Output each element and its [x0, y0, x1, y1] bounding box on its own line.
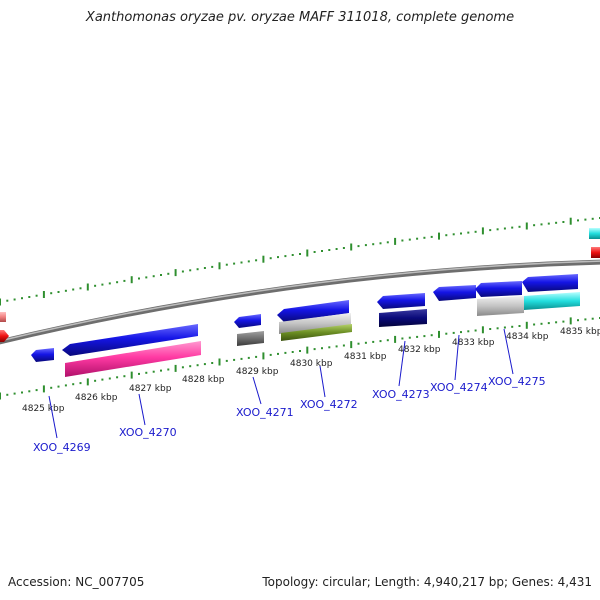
gene-label-xoo-4271[interactable]: XOO_4271	[236, 406, 294, 419]
gene-labels: XOO_4269 XOO_4270 XOO_4271 XOO_4272 XOO_…	[33, 375, 546, 454]
gene-xoo-4269[interactable]	[31, 348, 54, 362]
gene-xoo-4275-annotation-cyan[interactable]	[524, 292, 580, 310]
gene-xoo-4275[interactable]	[475, 281, 522, 297]
accession-text: Accession: NC_007705	[8, 575, 145, 589]
kbp-label: 4829 kbp	[236, 367, 279, 377]
gene-salmon-left-edge[interactable]	[0, 312, 6, 322]
kbp-label: 4832 kbp	[398, 345, 441, 355]
gene-xoo-4271-annotation[interactable]	[237, 331, 264, 346]
gene-label-leaders	[48, 328, 514, 439]
upper-tick-track	[0, 217, 600, 306]
kbp-label: 4834 kbp	[506, 332, 549, 342]
gene-label-xoo-4273[interactable]: XOO_4273	[372, 388, 430, 401]
gene-label-xoo-4272[interactable]: XOO_4272	[300, 398, 358, 411]
kbp-scale-labels: 4825 kbp 4826 kbp 4827 kbp 4828 kbp 4829…	[22, 327, 600, 414]
gene-xoo-4272[interactable]	[277, 300, 349, 322]
kbp-label: 4830 kbp	[290, 359, 333, 369]
gene-xoo-4274[interactable]	[433, 285, 476, 301]
gene-xoo-4272-annotation-olive[interactable]	[281, 324, 352, 341]
gene-label-xoo-4270[interactable]: XOO_4270	[119, 426, 177, 439]
leader-line-xoo-4270	[138, 393, 146, 426]
kbp-label: 4835 kbp	[560, 327, 600, 337]
gene-xoo-4272-annotation-gray[interactable]	[279, 313, 351, 334]
kbp-label: 4828 kbp	[182, 375, 225, 385]
gene-xoo-4270[interactable]	[62, 324, 198, 356]
leader-line-xoo-4274	[454, 334, 460, 381]
gene-cyan-right-edge[interactable]	[589, 228, 600, 239]
gene-xoo-4273-annotation[interactable]	[379, 309, 427, 327]
gene-red-right-edge[interactable]	[591, 247, 600, 258]
gene-xoo-4271[interactable]	[234, 314, 261, 328]
leader-line-xoo-4273	[398, 340, 406, 387]
kbp-label: 4825 kbp	[22, 404, 65, 414]
gene-xoo-4273[interactable]	[377, 293, 425, 309]
genome-info-text: Topology: circular; Length: 4,940,217 bp…	[262, 575, 592, 589]
gene-xoo-4275-annotation-gray[interactable]	[477, 296, 524, 316]
gene-xoo-4270-annotation[interactable]	[65, 341, 201, 377]
genome-backbone-highlight	[0, 260, 600, 342]
kbp-label: 4827 kbp	[129, 384, 172, 394]
lower-tick-track	[0, 317, 600, 400]
leader-line-xoo-4275	[503, 328, 514, 375]
kbp-label: 4826 kbp	[75, 393, 118, 403]
genome-backbone	[0, 259, 600, 345]
gene-label-xoo-4275[interactable]: XOO_4275	[488, 375, 546, 388]
leader-line-xoo-4269	[48, 395, 58, 439]
kbp-label: 4833 kbp	[452, 338, 495, 348]
map-title: Xanthomonas oryzae pv. oryzae MAFF 31101…	[85, 10, 515, 25]
gene-xoo-4275-neighbor[interactable]	[522, 274, 578, 292]
leader-line-xoo-4271	[252, 376, 262, 405]
leader-line-xoo-4272	[319, 365, 326, 398]
gene-label-xoo-4274[interactable]: XOO_4274	[430, 381, 488, 394]
gene-red-left-edge[interactable]	[0, 330, 9, 342]
kbp-label: 4831 kbp	[344, 352, 387, 362]
gene-label-xoo-4269[interactable]: XOO_4269	[33, 441, 91, 454]
